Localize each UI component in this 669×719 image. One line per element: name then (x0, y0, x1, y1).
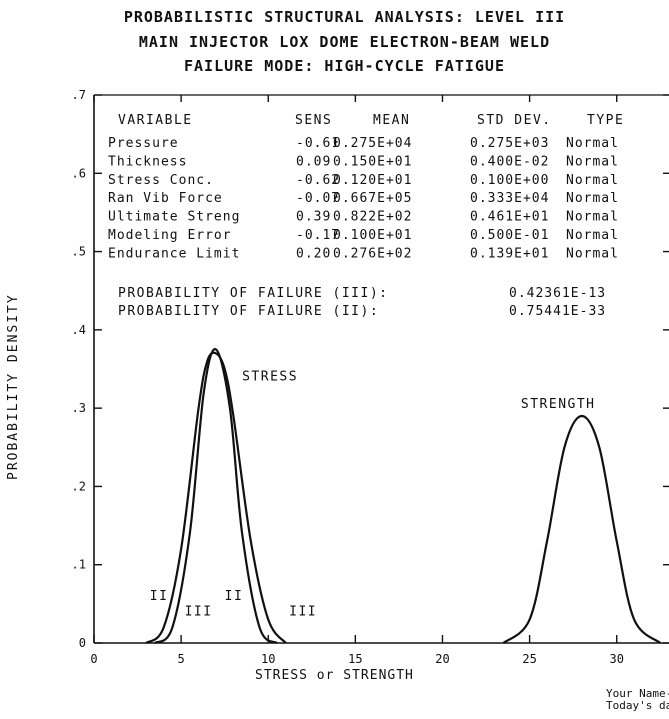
table-header-variable: VARIABLE (118, 113, 193, 128)
y-tick-label: .3 (72, 401, 86, 415)
table-cell: 0.667E+05 (333, 191, 412, 206)
table-cell: 0.822E+02 (333, 210, 412, 225)
table-cell: Stress Conc. (108, 173, 214, 188)
y-tick-label: .5 (72, 245, 86, 259)
chart-title: PROBABILISTIC STRUCTURAL ANALYSIS: LEVEL… (123, 8, 566, 26)
curve-annotation: III (185, 605, 213, 620)
table-cell: Modeling Error (108, 228, 232, 243)
table-cell: 0.333E+04 (470, 191, 549, 206)
x-tick-label: 15 (348, 652, 362, 666)
table-cell: 0.461E+01 (470, 210, 549, 225)
table-cell: 0.400E-02 (470, 154, 549, 169)
probability-label: PROBABILITY OF FAILURE (III): (118, 286, 388, 301)
x-axis-label: STRESS or STRENGTH (255, 668, 414, 683)
table-cell: Ultimate Streng (108, 210, 240, 225)
curve-annotation: STRENGTH (521, 397, 596, 412)
table-cell: Normal (566, 246, 619, 261)
table-cell: 0.39 (296, 210, 331, 225)
chart-subtitle-2: FAILURE MODE: HIGH-CYCLE FATIGUE (184, 57, 505, 75)
table-cell: 0.100E+00 (470, 173, 549, 188)
probability-value: 0.75441E-33 (509, 304, 606, 319)
table-cell: Endurance Limit (108, 246, 240, 261)
series-line-stress-alt (154, 348, 278, 644)
y-tick-label: .7 (72, 88, 86, 102)
probability-value: 0.42361E-13 (509, 286, 606, 301)
y-tick-label: 0 (79, 636, 86, 650)
table-header-mean: MEAN (373, 113, 410, 128)
table-cell: -0.07 (296, 191, 340, 206)
table-cell: 0.150E+01 (333, 154, 412, 169)
y-tick-label: .6 (72, 166, 86, 180)
table-cell: Thickness (108, 154, 187, 169)
series-line-strength (502, 414, 662, 644)
y-tick-label: .1 (72, 558, 86, 572)
curve-annotation: STRESS (242, 370, 298, 385)
footer-name: Your Name- (606, 687, 669, 700)
table-cell: 0.09 (296, 154, 331, 169)
curve-annotation: III (289, 605, 317, 620)
curve-annotation: II (225, 589, 244, 604)
x-tick-label: 25 (522, 652, 536, 666)
table-cell: 0.276E+02 (333, 246, 412, 261)
table-cell: Normal (566, 154, 619, 169)
table-cell: Pressure (108, 136, 179, 151)
table-cell: 0.100E+01 (333, 228, 412, 243)
y-tick-label: .4 (72, 323, 86, 337)
x-tick-label: 5 (178, 652, 185, 666)
table-cell: Normal (566, 210, 619, 225)
footer-date: Today's date (606, 699, 669, 712)
table-cell: 0.275E+03 (470, 136, 549, 151)
x-tick-label: 10 (261, 652, 275, 666)
table-cell: 0.120E+01 (333, 173, 412, 188)
table-cell: Normal (566, 136, 619, 151)
table-cell: 0.139E+01 (470, 246, 549, 261)
table-cell: Normal (566, 173, 619, 188)
table-cell: 0.500E-01 (470, 228, 549, 243)
chart-subtitle-1: MAIN INJECTOR LOX DOME ELECTRON-BEAM WEL… (138, 33, 551, 51)
curve-annotation: II (150, 589, 169, 604)
table-cell: 0.20 (296, 246, 331, 261)
table-cell: -0.62 (296, 173, 340, 188)
table-cell: -0.17 (296, 228, 340, 243)
table-cell: -0.61 (296, 136, 340, 151)
table-header-std-dev-: STD DEV. (477, 113, 552, 128)
y-tick-label: .2 (72, 479, 86, 493)
table-header-sens: SENS (295, 113, 332, 128)
table-cell: Normal (566, 191, 619, 206)
probability-label: PROBABILITY OF FAILURE (II): (118, 304, 379, 319)
table-cell: Normal (566, 228, 619, 243)
x-tick-label: 30 (610, 652, 624, 666)
y-axis-label: PROBABILITY DENSITY (6, 293, 21, 480)
table-cell: Ran Vib Force (108, 191, 223, 206)
x-tick-label: 20 (435, 652, 449, 666)
x-tick-label: 0 (90, 652, 97, 666)
table-cell: 0.275E+04 (333, 136, 412, 151)
series-line-stress (145, 351, 287, 644)
table-header-type: TYPE (587, 113, 624, 128)
